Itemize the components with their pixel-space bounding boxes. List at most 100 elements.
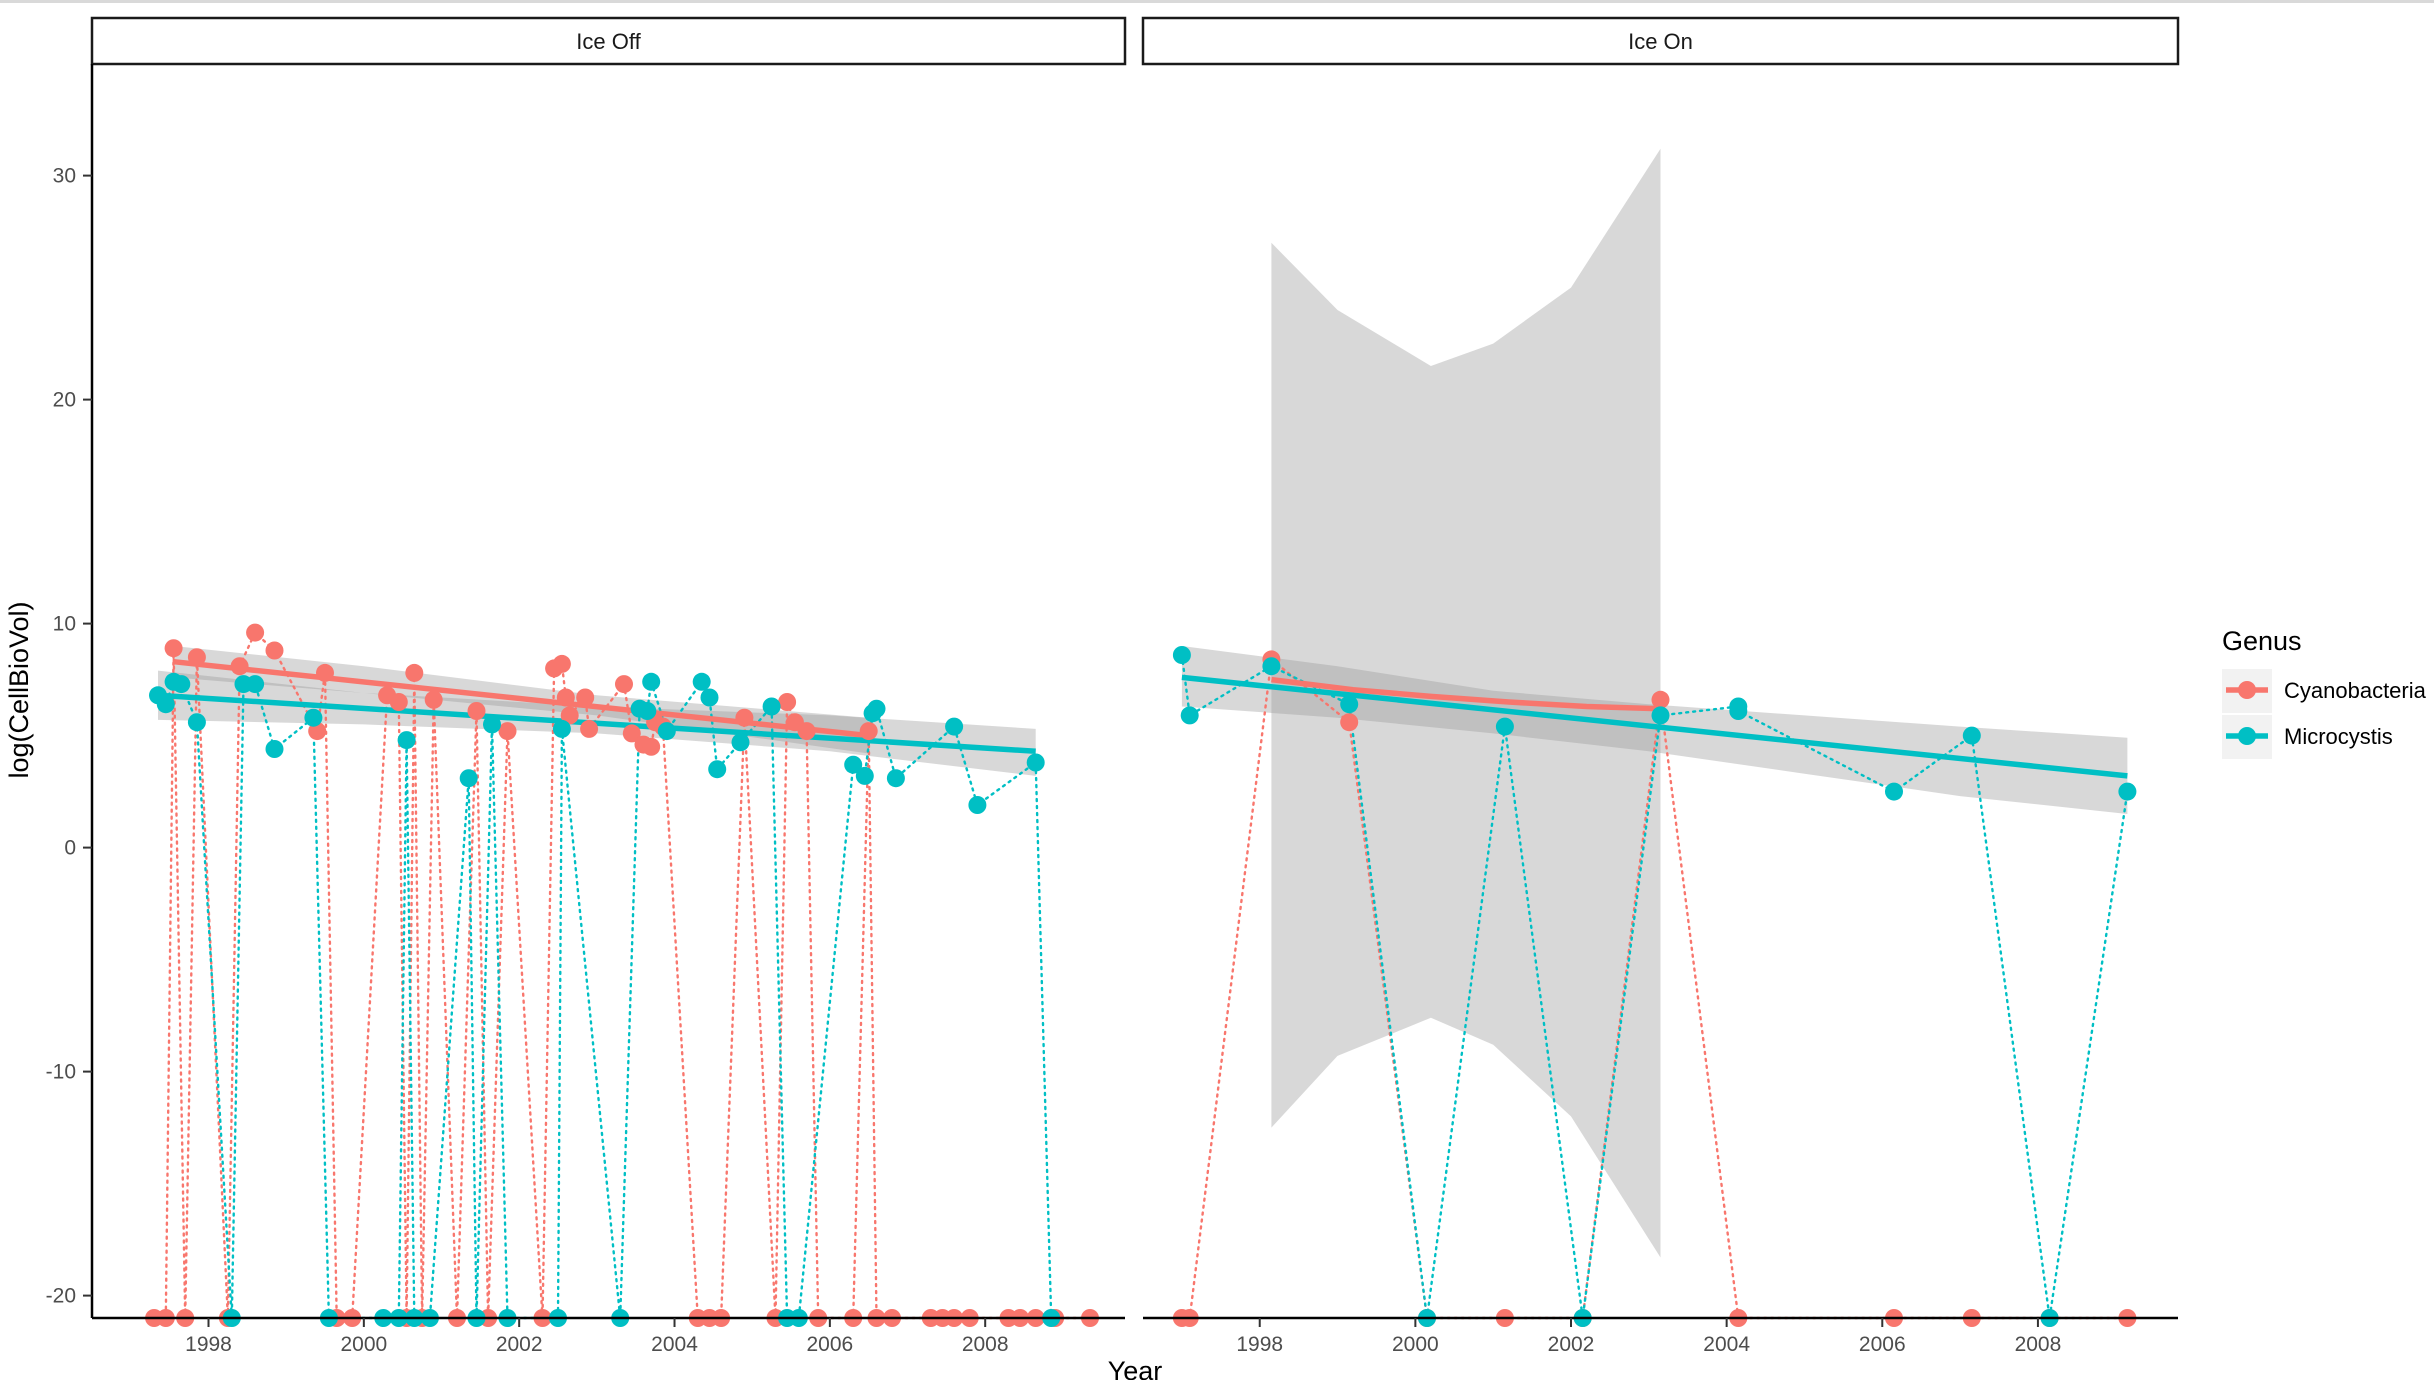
data-point-microcystis [692, 672, 711, 691]
data-point-cyanobacteria [1340, 713, 1359, 732]
data-point-cyanobacteria [405, 663, 424, 682]
data-point-microcystis [708, 760, 727, 779]
data-point-cyanobacteria [778, 693, 797, 711]
data-point-cyanobacteria [187, 648, 206, 667]
data-point-microcystis [700, 688, 719, 707]
legend-label: Microcystis [2284, 724, 2393, 749]
data-point-cyanobacteria [552, 654, 571, 673]
data-point-microcystis [1885, 782, 1903, 801]
trend-line-microcystis [157, 692, 1036, 755]
data-point-microcystis [657, 722, 676, 741]
y-tick-label: 10 [53, 613, 76, 636]
series-path-microcystis [156, 679, 1053, 1320]
data-point-microcystis [1262, 657, 1281, 676]
trend-line-cyanobacteria [173, 658, 869, 739]
x-tick-label: 2004 [651, 1333, 698, 1356]
data-point-microcystis [1172, 646, 1191, 664]
data-point-microcystis [459, 769, 478, 788]
data-point-microcystis [886, 769, 905, 788]
data-point-cyanobacteria [467, 702, 486, 720]
panel-strip [90, 16, 1127, 66]
data-point-microcystis [1026, 753, 1045, 772]
data-point-microcystis [265, 740, 284, 758]
data-point-microcystis [1962, 726, 1981, 745]
data-point-microcystis [483, 715, 501, 734]
data-point-cyanobacteria [230, 657, 249, 676]
x-tick-label: 1998 [1236, 1333, 1283, 1356]
x-tick-label: 2000 [340, 1333, 387, 1356]
data-point-cyanobacteria [580, 719, 599, 738]
x-tick-label: 2002 [496, 1333, 543, 1356]
data-point-cyanobacteria [797, 722, 816, 741]
panel-ice-off: Ice Off 1998 2000 2002 2004 2006 2008 -20 -10 0 10… [46, 16, 1127, 1356]
data-point-cyanobacteria [560, 706, 579, 725]
data-point-cyanobacteria [424, 690, 443, 709]
data-point-cyanobacteria [1651, 690, 1670, 709]
legend-key-point [2238, 681, 2256, 699]
data-point-microcystis [552, 719, 571, 738]
data-point-microcystis [762, 697, 781, 716]
data-point-cyanobacteria [615, 675, 633, 694]
data-point-cyanobacteria [316, 663, 334, 682]
data-point-microcystis [246, 675, 265, 694]
data-point-microcystis [156, 695, 175, 714]
data-point-microcystis [172, 675, 191, 694]
legend: Genus Cyanobacteria Microcystis [2222, 626, 2427, 759]
legend-title: Genus [2222, 626, 2302, 656]
trend-line-microcystis [1181, 674, 2128, 779]
x-tick-label: 2002 [1548, 1333, 1595, 1356]
confidence-band-microcystis [1181, 646, 2128, 814]
x-tick-label: 2008 [962, 1333, 1009, 1356]
data-point-microcystis [187, 713, 206, 732]
data-point-microcystis [1651, 706, 1670, 725]
data-point-microcystis [642, 672, 661, 691]
data-point-microcystis [731, 733, 750, 752]
data-point-microcystis [855, 766, 874, 785]
top-border-line [0, 0, 2434, 3]
y-tick-label: -20 [46, 1285, 76, 1308]
data-point-microcystis [397, 731, 416, 750]
data-point-cyanobacteria [622, 724, 641, 743]
x-tick-label: 2004 [1703, 1333, 1750, 1356]
data-point-cyanobacteria [265, 641, 284, 660]
data-point-microcystis [945, 717, 964, 736]
x-tick-label: 2006 [1859, 1333, 1906, 1356]
data-point-cyanobacteria [389, 693, 408, 711]
y-axis-title: log(CellBioVol) [4, 601, 34, 778]
y-tick-label: -10 [46, 1061, 76, 1084]
data-point-microcystis [968, 796, 987, 814]
trend-line-cyanobacteria [1271, 676, 1661, 712]
data-point-microcystis [867, 699, 886, 718]
data-point-microcystis [638, 702, 657, 720]
x-tick-label: 2000 [1392, 1333, 1439, 1356]
legend-label: Cyanobacteria [2284, 678, 2427, 703]
data-point-microcystis [1180, 706, 1199, 725]
x-tick-label: 2006 [806, 1333, 853, 1356]
panel-strip-label: Ice On [1628, 29, 1693, 54]
data-point-microcystis [304, 708, 323, 727]
data-point-microcystis [1340, 695, 1359, 714]
data-point-cyanobacteria [164, 639, 183, 658]
data-point-cyanobacteria [859, 722, 878, 741]
confidence-band-cyanobacteria [1271, 148, 1661, 1258]
data-point-cyanobacteria [556, 688, 575, 707]
data-point-microcystis [1729, 702, 1748, 720]
x-axis-title: Year [1108, 1356, 1163, 1380]
legend-key-point [2238, 727, 2256, 745]
x-tick-label: 2008 [2015, 1333, 2062, 1356]
data-point-microcystis [1495, 717, 1514, 736]
y-tick-label: 30 [53, 165, 76, 188]
data-point-microcystis [2118, 782, 2137, 801]
data-point-cyanobacteria [735, 708, 754, 727]
data-point-cyanobacteria [642, 737, 661, 756]
y-tick-label: 20 [53, 389, 76, 412]
panel-strip [1141, 16, 2180, 66]
data-point-cyanobacteria [498, 722, 517, 741]
data-point-cyanobacteria [576, 688, 595, 707]
data-point-microcystis [844, 755, 863, 774]
data-point-cyanobacteria [246, 623, 265, 642]
panel-ice-on: Ice On 1998 2000 2002 2004 2006 2008 [1141, 16, 2180, 1356]
y-tick-label: 0 [64, 837, 76, 860]
series-path-microcystis [1180, 653, 2129, 1319]
